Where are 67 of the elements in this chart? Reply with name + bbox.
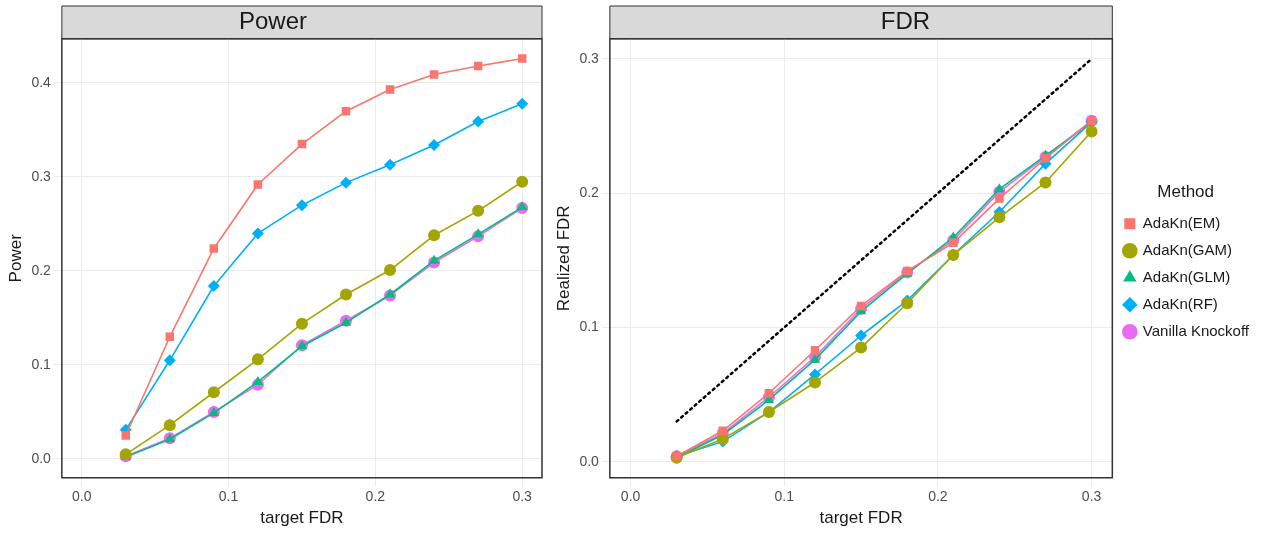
point — [163, 354, 176, 367]
legend-label: Vanilla Knockoff — [1142, 321, 1250, 339]
point — [1041, 154, 1050, 163]
y-tick-label: 0.0 — [31, 449, 52, 466]
point — [429, 70, 439, 79]
x-tick-label: 0.1 — [218, 488, 239, 505]
y-tick-label: 0.3 — [579, 49, 600, 66]
x-axis-title: target FDR — [260, 508, 344, 528]
y-tick-label: 0.4 — [31, 73, 52, 90]
point — [855, 329, 868, 342]
point — [251, 353, 264, 366]
point — [855, 341, 868, 354]
point — [472, 204, 485, 217]
point — [384, 264, 397, 277]
point — [251, 227, 264, 240]
point — [207, 280, 220, 293]
point — [253, 180, 263, 189]
y-tick-label: 0.2 — [31, 261, 52, 278]
point — [384, 158, 397, 171]
point — [994, 183, 1005, 193]
x-tick-label: 0.0 — [620, 488, 641, 505]
legend-label: AdaKn(GLM) — [1142, 267, 1231, 285]
point — [252, 375, 264, 385]
x-axis-title: target FDR — [819, 508, 903, 528]
point — [163, 419, 176, 432]
x-tick-label: 0.3 — [512, 488, 533, 505]
x-tick-label: 0.1 — [774, 488, 795, 505]
y-tick-label: 0.1 — [31, 355, 52, 372]
point — [993, 211, 1006, 224]
point — [808, 376, 821, 389]
point — [1085, 125, 1098, 138]
y-axis-title: Power — [5, 233, 25, 283]
point — [516, 175, 529, 188]
legend-label: AdaKn(GAM) — [1142, 240, 1233, 258]
chart-title: FDR — [880, 7, 931, 35]
point — [1039, 176, 1052, 189]
y-tick-label: 0.3 — [31, 167, 52, 184]
point — [472, 228, 484, 238]
point — [339, 288, 352, 301]
chart-title: Power — [238, 7, 308, 35]
y-axis-title: Realized FDR — [553, 205, 573, 312]
point — [121, 431, 130, 440]
x-tick-label: 0.3 — [1081, 488, 1102, 505]
point — [295, 317, 308, 330]
x-tick-label: 0.0 — [71, 488, 92, 505]
y-tick-label: 0.2 — [579, 184, 600, 201]
point — [207, 386, 220, 399]
point — [517, 54, 527, 63]
y-tick-label: 0.0 — [579, 452, 600, 469]
point — [295, 199, 308, 212]
point — [339, 176, 352, 189]
point — [209, 244, 219, 253]
x-tick-label: 0.2 — [928, 488, 948, 505]
point — [949, 238, 958, 248]
y-tick-label: 0.1 — [579, 318, 600, 335]
legend-label: AdaKn(EM) — [1142, 213, 1221, 231]
point — [428, 139, 441, 152]
legend-title: Method — [1157, 181, 1215, 201]
point — [472, 115, 485, 128]
x-tick-label: 0.2 — [365, 488, 386, 505]
legend-label: AdaKn(RF) — [1142, 294, 1218, 312]
point — [428, 254, 440, 264]
point — [428, 229, 441, 242]
point — [516, 97, 529, 110]
point — [995, 194, 1004, 203]
point — [810, 346, 820, 355]
point — [385, 85, 395, 94]
